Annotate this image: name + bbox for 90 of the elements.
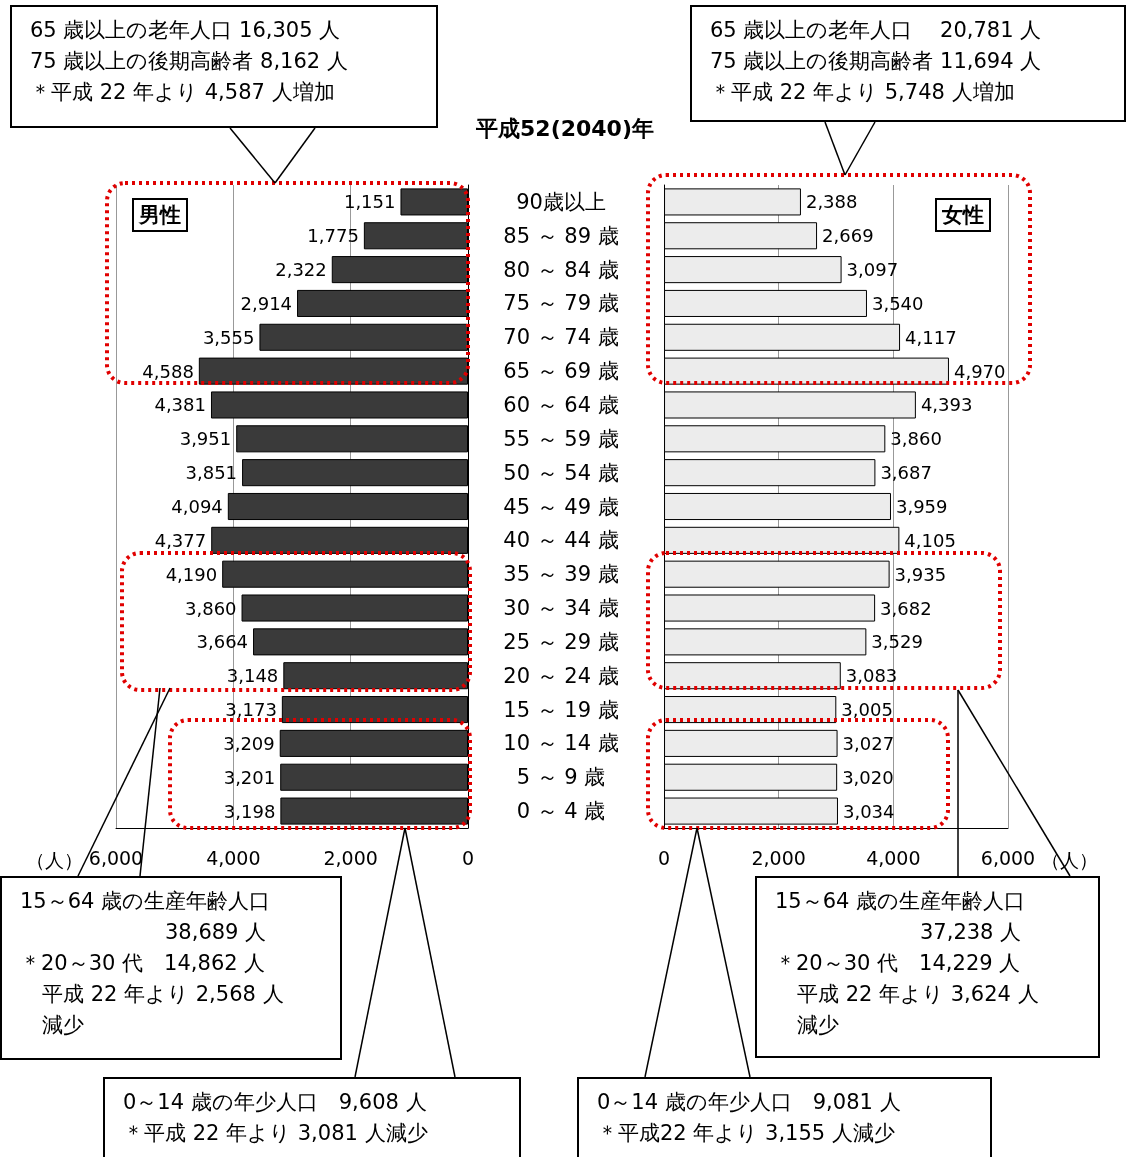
y-tick-label: 50 ～ 54 歳 — [503, 460, 619, 485]
data-label: 4,105 — [904, 529, 956, 551]
data-label: 4,393 — [920, 394, 973, 416]
y-tick-label: 60 ～ 64 歳 — [503, 392, 619, 417]
data-label: 4,970 — [953, 360, 1006, 382]
data-label: 3,682 — [880, 597, 932, 619]
text: 平成 22 年より 2,568 人 — [41, 981, 285, 1008]
data-label: 3,173 — [225, 699, 277, 721]
data-label: 4,117 — [905, 326, 957, 348]
text: 65 歳以上の老年人口 20,781 人 — [710, 17, 1043, 44]
x-tick-label: 4,000 — [866, 846, 921, 869]
x-tick-label: 6,000 — [980, 846, 1036, 869]
text: 減少 — [41, 1012, 85, 1039]
text: 0～14 歳の年少人口 9,608 人 — [123, 1089, 428, 1116]
text: ＊20～30 代 14,229 人 — [775, 950, 1022, 977]
x-tick-label: 0 — [658, 846, 671, 869]
text: 0～14 歳の年少人口 9,081 人 — [597, 1089, 902, 1116]
x-tick-label: 2,000 — [323, 846, 378, 869]
data-label: 4,190 — [165, 563, 218, 585]
data-label: 3,935 — [894, 563, 947, 585]
text: 37,238 人 — [919, 919, 1023, 946]
text: 平成52(2040)年 — [475, 115, 655, 143]
text: ＊20～30 代 14,862 人 — [20, 950, 267, 977]
text: 65 歳以上の老年人口 16,305 人 — [30, 17, 342, 44]
text: 15～64 歳の生産年齢人口 — [775, 888, 1027, 915]
text: 38,689 人 — [164, 919, 268, 946]
x-tick-label: 4,000 — [206, 846, 261, 869]
y-tick-label: 75 ～ 79 歳 — [503, 291, 619, 316]
y-tick-label: 25 ～ 29 歳 — [503, 629, 619, 654]
data-label: 2,322 — [275, 259, 327, 281]
data-label: 3,034 — [842, 800, 895, 822]
text: 75 歳以上の後期高齢者 8,162 人 — [30, 48, 349, 75]
data-label: 3,198 — [223, 800, 276, 822]
data-label: 3,529 — [871, 631, 923, 653]
text: ＊平成 22 年より 4,587 人増加 — [30, 79, 336, 106]
data-label: 3,951 — [179, 428, 232, 450]
text: 75 歳以上の後期高齢者 11,694 人 — [710, 48, 1043, 75]
x-axis-title: （人） — [1041, 848, 1099, 871]
y-tick-label: 30 ～ 34 歳 — [503, 596, 619, 621]
data-label: 3,664 — [196, 631, 249, 653]
data-label: 3,860 — [890, 428, 942, 450]
y-tick-label: 65 ～ 69 歳 — [503, 359, 619, 384]
text: 減少 — [796, 1012, 840, 1039]
y-tick-label: 55 ～ 59 歳 — [503, 426, 619, 451]
data-label: 3,027 — [842, 732, 895, 754]
x-axis-title: （人） — [25, 848, 83, 871]
data-label: 3,201 — [223, 766, 276, 788]
text: 女性 — [935, 198, 991, 232]
y-tick-label: 35 ～ 39 歳 — [503, 562, 619, 587]
y-tick-label: 40 ～ 44 歳 — [503, 528, 619, 553]
data-label: 3,097 — [846, 259, 899, 281]
data-label: 3,020 — [842, 766, 894, 788]
data-label: 4,381 — [154, 394, 206, 416]
text: ＊平成22 年より 3,155 人減少 — [597, 1120, 896, 1147]
y-tick-label: 10 ～ 14 歳 — [503, 731, 619, 756]
x-tick-label: 0 — [461, 846, 475, 869]
y-tick-label: 20 ～ 24 歳 — [503, 663, 619, 688]
data-label: 1,775 — [307, 225, 359, 247]
y-tick-label: 15 ～ 19 歳 — [503, 697, 619, 722]
y-tick-label: 85 ～ 89 歳 — [503, 223, 619, 248]
data-label: 3,148 — [226, 665, 279, 687]
data-label: 1,151 — [343, 191, 396, 213]
text: ＊平成 22 年より 5,748 人増加 — [710, 79, 1016, 106]
data-label: 3,555 — [202, 326, 255, 348]
data-label: 3,209 — [223, 732, 275, 754]
data-label: 3,851 — [185, 462, 238, 484]
data-label: 2,914 — [240, 292, 293, 314]
data-label: 4,094 — [171, 496, 223, 517]
y-tick-label: 80 ～ 84 歳 — [503, 257, 619, 282]
y-tick-label: 45 ～ 49 歳 — [503, 494, 619, 519]
data-label: 3,687 — [880, 462, 932, 484]
data-label: 2,669 — [822, 225, 874, 247]
data-label: 4,588 — [142, 360, 194, 382]
data-label: 3,959 — [896, 496, 948, 517]
y-tick-label: 70 ～ 74 歳 — [503, 325, 619, 350]
text: 男性 — [132, 198, 188, 232]
data-label: 3,860 — [185, 597, 237, 619]
text: ＊平成 22 年より 3,081 人減少 — [123, 1120, 429, 1147]
data-label: 3,540 — [871, 292, 924, 314]
y-tick-label: 90歳以上 — [516, 189, 606, 214]
data-label: 3,083 — [845, 665, 898, 687]
data-label: 2,388 — [805, 191, 858, 213]
x-tick-label: 6,000 — [88, 846, 144, 869]
text: 15～64 歳の生産年齢人口 — [20, 888, 272, 915]
text: 平成 22 年より 3,624 人 — [796, 981, 1040, 1008]
y-tick-label: 0 ～ 4 歳 — [516, 799, 606, 824]
data-label: 3,005 — [841, 699, 893, 721]
data-label: 4,377 — [154, 529, 207, 551]
y-tick-label: 5 ～ 9 歳 — [516, 765, 606, 790]
x-tick-label: 2,000 — [751, 846, 806, 869]
